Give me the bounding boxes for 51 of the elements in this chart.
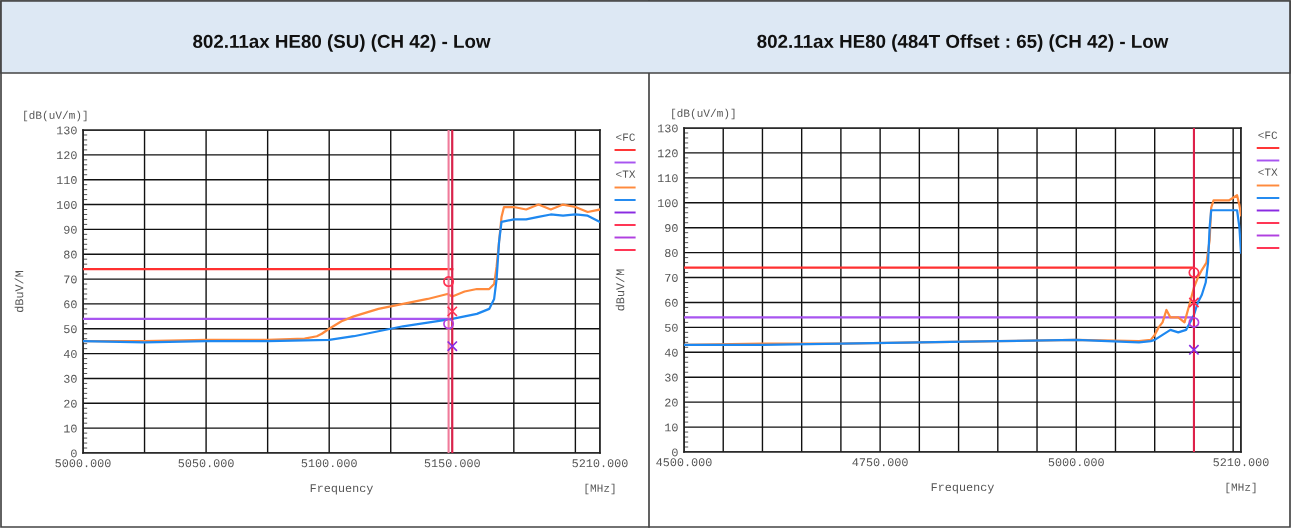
y-axis-title: dBuV/M	[615, 269, 625, 311]
x-axis-title: Frequency	[310, 484, 373, 495]
y-tick-label: 70	[64, 275, 77, 284]
x-tick-label: 5210.000	[572, 459, 628, 468]
y-axis-title: dBuV/M	[14, 271, 24, 312]
text: [MHz]	[1226, 482, 1256, 494]
text: <TX	[1258, 168, 1278, 176]
y-tick-label: 80	[665, 249, 678, 258]
y-tick-label: 80	[64, 250, 77, 259]
y-tick-label: 130	[57, 126, 77, 135]
y-tick-label: 10	[64, 424, 77, 433]
text: <FC	[1258, 131, 1278, 139]
y-tick-label: 30	[665, 373, 678, 382]
x-tick-label: 5000.000	[55, 459, 111, 468]
chart-title: 802.11ax HE80 (SU) (CH 42) - Low	[193, 34, 491, 52]
y-tick-label: 110	[658, 174, 678, 183]
y-tick-label: 0	[672, 448, 678, 457]
y-tick-label: 0	[71, 449, 77, 458]
x-tick-label: 4500.000	[656, 458, 712, 467]
y-tick-label: 100	[57, 200, 77, 209]
y-tick-label: 90	[665, 224, 678, 233]
y-tick-label: 110	[57, 176, 77, 185]
y-tick-label: 20	[64, 399, 77, 408]
y-tick-label: 60	[64, 300, 77, 309]
chart-title: 802.11ax HE80 (484T Offset : 65) (CH 42) - Low	[757, 34, 1169, 52]
y-tick-label: 40	[63, 350, 77, 359]
x-tick-label: 5210.000	[1213, 458, 1269, 467]
y-tick-label: 100	[658, 199, 678, 208]
y-tick-label: 20	[665, 398, 678, 407]
text: <TX	[616, 170, 636, 178]
y-tick-label: 40	[664, 348, 678, 357]
x-tick-label: 4750.000	[852, 458, 908, 467]
x-tick-label: 5100.000	[301, 459, 357, 468]
y-tick-label: 70	[665, 273, 678, 282]
y-tick-label: 120	[658, 149, 678, 158]
y-tick-label: 60	[665, 298, 678, 307]
text: [dB(uV/m)]	[24, 110, 87, 122]
x-axis-title: Frequency	[931, 483, 994, 494]
text: [MHz]	[585, 483, 615, 495]
y-tick-label: 120	[57, 151, 77, 160]
y-tick-label: 130	[658, 124, 678, 133]
text: [dB(uV/m)]	[672, 108, 735, 120]
y-tick-label: 30	[64, 374, 77, 383]
x-tick-label: 5050.000	[178, 459, 234, 468]
y-tick-label: 50	[64, 325, 77, 334]
x-tick-label: 5150.000	[424, 459, 480, 468]
y-tick-label: 50	[665, 323, 678, 332]
y-tick-label: 10	[665, 423, 678, 432]
x-tick-label: 5000.000	[1048, 458, 1104, 467]
text: <FC	[616, 133, 636, 141]
y-tick-label: 90	[64, 225, 77, 234]
